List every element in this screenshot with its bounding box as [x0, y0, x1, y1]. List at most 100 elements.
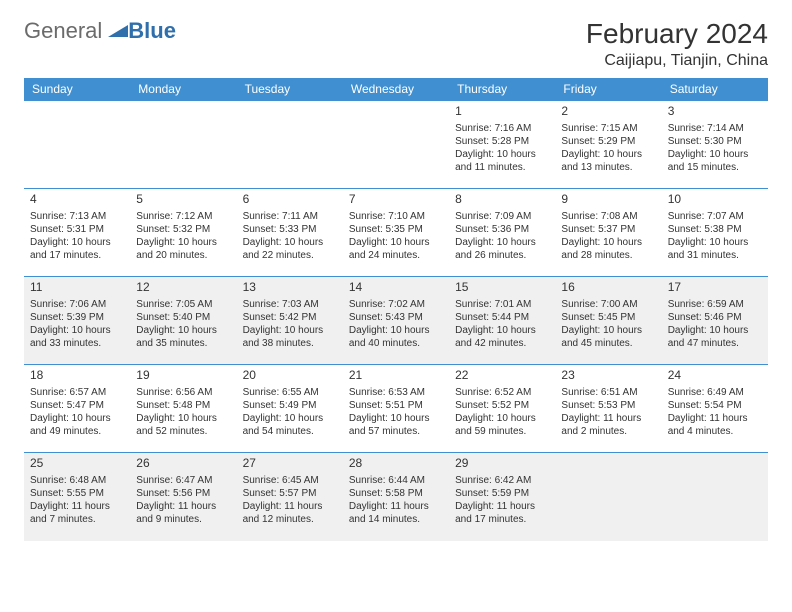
calendar-cell-empty	[237, 101, 343, 189]
sunset-line: Sunset: 5:40 PM	[136, 311, 230, 324]
logo-text-general: General	[24, 18, 102, 44]
daylight-line: Daylight: 10 hours and 22 minutes.	[243, 236, 337, 262]
calendar-cell: 22Sunrise: 6:52 AMSunset: 5:52 PMDayligh…	[449, 365, 555, 453]
sunset-line: Sunset: 5:53 PM	[561, 399, 655, 412]
calendar-row: 11Sunrise: 7:06 AMSunset: 5:39 PMDayligh…	[24, 277, 768, 365]
sunrise-line: Sunrise: 6:42 AM	[455, 474, 549, 487]
sunrise-line: Sunrise: 6:53 AM	[349, 386, 443, 399]
sunset-line: Sunset: 5:43 PM	[349, 311, 443, 324]
daylight-line: Daylight: 11 hours and 2 minutes.	[561, 412, 655, 438]
sunrise-line: Sunrise: 7:12 AM	[136, 210, 230, 223]
daylight-line: Daylight: 11 hours and 17 minutes.	[455, 500, 549, 526]
logo-triangle-icon	[108, 21, 128, 42]
title-block: February 2024 Caijiapu, Tianjin, China	[586, 18, 768, 70]
calendar-cell: 18Sunrise: 6:57 AMSunset: 5:47 PMDayligh…	[24, 365, 130, 453]
calendar-cell: 15Sunrise: 7:01 AMSunset: 5:44 PMDayligh…	[449, 277, 555, 365]
sunset-line: Sunset: 5:44 PM	[455, 311, 549, 324]
calendar-cell: 13Sunrise: 7:03 AMSunset: 5:42 PMDayligh…	[237, 277, 343, 365]
calendar-body: 1 Sunrise: 7:16 AMSunset: 5:28 PM Daylight…	[24, 101, 768, 541]
day-number: 2	[561, 104, 655, 120]
daylight-line: Daylight: 10 hours and 38 minutes.	[243, 324, 337, 350]
day-number: 28	[349, 456, 443, 472]
sunrise-line: Sunrise: 6:49 AM	[668, 386, 762, 399]
daylight-line: Daylight: 10 hours and 17 minutes.	[30, 236, 124, 262]
day-number: 23	[561, 368, 655, 384]
daylight-line: Daylight: 10 hours and 42 minutes.	[455, 324, 549, 350]
daylight-line: Daylight: 10 hours and 40 minutes.	[349, 324, 443, 350]
daylight-line: Daylight: 10 hours and 15 minutes.	[668, 148, 762, 174]
sunset-line: Sunset: 5:31 PM	[30, 223, 124, 236]
calendar-table: SundayMondayTuesdayWednesdayThursdayFrid…	[24, 78, 768, 541]
sunset-line: Sunset: 5:58 PM	[349, 487, 443, 500]
sunrise-line: Sunrise: 7:03 AM	[243, 298, 337, 311]
calendar-cell-empty	[662, 453, 768, 541]
sunset-line: Sunset: 5:56 PM	[136, 487, 230, 500]
sunset-line: Sunset: 5:36 PM	[455, 223, 549, 236]
day-header: Tuesday	[237, 78, 343, 101]
day-number: 9	[561, 192, 655, 208]
day-number: 6	[243, 192, 337, 208]
calendar-cell: 25Sunrise: 6:48 AMSunset: 5:55 PMDayligh…	[24, 453, 130, 541]
header: General Blue February 2024 Caijiapu, Tia…	[24, 18, 768, 70]
day-number: 24	[668, 368, 762, 384]
day-header: Sunday	[24, 78, 130, 101]
calendar-row: 18Sunrise: 6:57 AMSunset: 5:47 PMDayligh…	[24, 365, 768, 453]
day-number: 1	[455, 104, 549, 120]
sunset-line: Sunset: 5:48 PM	[136, 399, 230, 412]
sunset-line: Sunset: 5:35 PM	[349, 223, 443, 236]
sunset-line: Sunset: 5:32 PM	[136, 223, 230, 236]
calendar-cell: 16Sunrise: 7:00 AMSunset: 5:45 PMDayligh…	[555, 277, 661, 365]
sunset-line: Sunset: 5:57 PM	[243, 487, 337, 500]
sunrise-line: Sunrise: 7:06 AM	[30, 298, 124, 311]
sunset-line: Sunset: 5:52 PM	[455, 399, 549, 412]
sunset-line: Sunset: 5:46 PM	[668, 311, 762, 324]
sunrise-line: Sunrise: 6:59 AM	[668, 298, 762, 311]
daylight-line: Daylight: 10 hours and 20 minutes.	[136, 236, 230, 262]
daylight-line: Daylight: 11 hours and 14 minutes.	[349, 500, 443, 526]
daylight-line: Daylight: 10 hours and 45 minutes.	[561, 324, 655, 350]
sunset-line: Sunset: 5:37 PM	[561, 223, 655, 236]
day-number: 29	[455, 456, 549, 472]
daylight-line: Daylight: 11 hours and 7 minutes.	[30, 500, 124, 526]
logo-text-blue: Blue	[128, 18, 176, 44]
day-number: 19	[136, 368, 230, 384]
day-number: 4	[30, 192, 124, 208]
calendar-cell: 8Sunrise: 7:09 AMSunset: 5:36 PMDaylight…	[449, 189, 555, 277]
day-number: 20	[243, 368, 337, 384]
daylight-line: Daylight: 10 hours and 35 minutes.	[136, 324, 230, 350]
calendar-row: 1 Sunrise: 7:16 AMSunset: 5:28 PM Daylight…	[24, 101, 768, 189]
day-number: 7	[349, 192, 443, 208]
calendar-cell: 10Sunrise: 7:07 AMSunset: 5:38 PMDayligh…	[662, 189, 768, 277]
sunrise-line: Sunrise: 7:09 AM	[455, 210, 549, 223]
calendar-cell: 1Sunrise: 7:16 AMSunset: 5:28 PMDaylight…	[449, 101, 555, 189]
day-header: Monday	[130, 78, 236, 101]
daylight-line: Daylight: 11 hours and 12 minutes.	[243, 500, 337, 526]
calendar-cell: 17Sunrise: 6:59 AMSunset: 5:46 PMDayligh…	[662, 277, 768, 365]
sunset-line: Sunset: 5:28 PM	[455, 135, 549, 148]
day-number: 15	[455, 280, 549, 296]
calendar-cell: 23Sunrise: 6:51 AMSunset: 5:53 PMDayligh…	[555, 365, 661, 453]
day-header: Friday	[555, 78, 661, 101]
calendar-row: 25Sunrise: 6:48 AMSunset: 5:55 PMDayligh…	[24, 453, 768, 541]
daylight-line: Daylight: 11 hours and 4 minutes.	[668, 412, 762, 438]
calendar-cell-empty	[130, 101, 236, 189]
calendar-cell: 28Sunrise: 6:44 AMSunset: 5:58 PMDayligh…	[343, 453, 449, 541]
day-number: 14	[349, 280, 443, 296]
location: Caijiapu, Tianjin, China	[586, 52, 768, 70]
sunset-line: Sunset: 5:47 PM	[30, 399, 124, 412]
calendar-head: SundayMondayTuesdayWednesdayThursdayFrid…	[24, 78, 768, 101]
calendar-cell: 12Sunrise: 7:05 AMSunset: 5:40 PMDayligh…	[130, 277, 236, 365]
logo: General Blue	[24, 18, 176, 44]
sunrise-line: Sunrise: 7:16 AM	[455, 122, 549, 135]
sunrise-line: Sunrise: 7:07 AM	[668, 210, 762, 223]
day-number: 10	[668, 192, 762, 208]
day-number: 21	[349, 368, 443, 384]
sunset-line: Sunset: 5:45 PM	[561, 311, 655, 324]
day-header: Wednesday	[343, 78, 449, 101]
sunset-line: Sunset: 5:51 PM	[349, 399, 443, 412]
day-number: 27	[243, 456, 337, 472]
sunrise-line: Sunrise: 6:45 AM	[243, 474, 337, 487]
calendar-cell: 5Sunrise: 7:12 AMSunset: 5:32 PMDaylight…	[130, 189, 236, 277]
calendar-row: 4Sunrise: 7:13 AMSunset: 5:31 PMDaylight…	[24, 189, 768, 277]
daylight-line: Daylight: 10 hours and 57 minutes.	[349, 412, 443, 438]
